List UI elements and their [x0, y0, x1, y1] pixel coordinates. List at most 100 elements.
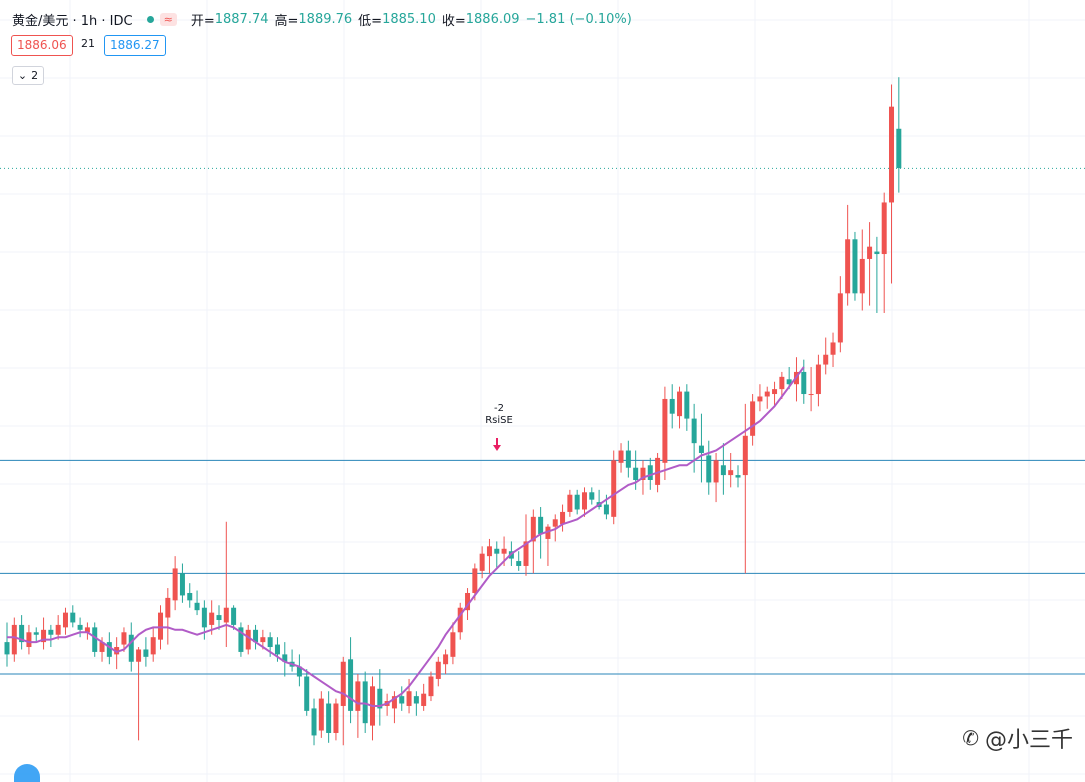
candle: [567, 489, 573, 517]
candle-body: [48, 629, 54, 635]
candle: [874, 236, 880, 313]
candle: [618, 443, 624, 473]
candle-body: [603, 504, 609, 515]
candle-body: [187, 592, 193, 601]
candle-body: [655, 457, 661, 485]
candle: [19, 615, 25, 650]
candle: [581, 487, 587, 517]
open-label: 开=: [190, 13, 215, 29]
candle-body: [581, 492, 587, 510]
candle: [552, 514, 558, 542]
candle-body: [406, 691, 412, 706]
candle: [428, 671, 434, 702]
candle: [121, 627, 127, 652]
candle: [55, 615, 61, 640]
candle-body: [545, 526, 551, 539]
candle: [757, 384, 763, 412]
candle: [896, 77, 902, 193]
candle: [136, 647, 142, 741]
candle-body: [728, 470, 734, 476]
candle-body: [11, 624, 17, 655]
candle: [647, 457, 653, 490]
candle-body: [201, 607, 207, 628]
candle-body: [450, 632, 456, 657]
candle: [443, 649, 449, 675]
candle-body: [538, 516, 544, 535]
close-value: 1886.09: [465, 11, 520, 27]
candle-body: [333, 703, 339, 733]
candle-body: [99, 642, 105, 652]
candle: [625, 440, 631, 478]
buy-button[interactable]: 1886.27: [104, 35, 166, 56]
open-value: 1887.74: [214, 11, 269, 27]
candle-body: [494, 548, 500, 554]
candle-body: [589, 492, 595, 500]
candle: [150, 627, 156, 662]
candle: [706, 440, 712, 495]
candle-body: [253, 629, 259, 643]
candle-body: [223, 607, 229, 623]
candle-body: [801, 371, 807, 395]
moving-average-line: [7, 366, 805, 707]
candle-body: [106, 642, 112, 657]
candle: [77, 617, 83, 638]
candle-body: [465, 592, 471, 611]
candle: [194, 590, 200, 616]
candle: [413, 691, 419, 716]
candle-body: [706, 455, 712, 483]
candle-body: [823, 354, 829, 365]
candle-body: [677, 391, 683, 417]
candle: [172, 556, 178, 611]
candle-body: [560, 511, 566, 525]
candle: [245, 624, 251, 655]
candle-body: [143, 649, 149, 657]
candle-body: [41, 629, 47, 643]
candle: [435, 656, 441, 687]
candle-body: [881, 202, 887, 255]
candle: [11, 617, 17, 662]
candle: [889, 84, 895, 284]
candle: [311, 698, 317, 746]
candle: [92, 622, 98, 657]
tradingview-logo-icon[interactable]: [14, 764, 40, 782]
candle-body: [713, 460, 719, 483]
sell-button[interactable]: 1886.06: [11, 35, 73, 56]
candle-body: [413, 696, 419, 704]
candle-body: [647, 465, 653, 480]
change-value: −1.81 (−0.10%): [525, 11, 632, 27]
candle: [187, 583, 193, 608]
candle: [735, 465, 741, 488]
candle-body: [355, 681, 361, 711]
candle-body: [4, 642, 10, 655]
wave-icon[interactable]: ≈: [159, 12, 177, 26]
candle-body: [837, 293, 843, 343]
candle: [4, 622, 10, 667]
candle: [815, 354, 821, 407]
candle: [304, 669, 310, 716]
candle: [362, 671, 368, 733]
candle: [516, 551, 522, 571]
candle-body: [304, 676, 310, 711]
candle: [450, 622, 456, 665]
candle: [114, 637, 120, 670]
close-label: 收=: [441, 13, 466, 29]
moving-average-series: [7, 366, 805, 707]
candle-body: [84, 627, 90, 633]
indicators-toggle-button[interactable]: ⌄ 2: [12, 66, 44, 85]
candle-body: [611, 460, 617, 517]
candle-body: [326, 703, 332, 733]
high-value: 1889.76: [298, 11, 353, 27]
candle-body: [764, 391, 770, 397]
candle: [728, 452, 734, 488]
candle-body: [340, 661, 346, 706]
candle-body: [530, 516, 536, 542]
candle: [479, 546, 485, 579]
candle-body: [238, 627, 244, 652]
horizontal-lines[interactable]: [0, 167, 1085, 675]
candle-body: [742, 435, 748, 476]
watermark-text: @小三千: [984, 728, 1073, 753]
symbol-title[interactable]: 黄金/美元 · 1h · IDC: [12, 13, 133, 29]
candle: [216, 605, 222, 630]
candle-body: [114, 647, 120, 655]
